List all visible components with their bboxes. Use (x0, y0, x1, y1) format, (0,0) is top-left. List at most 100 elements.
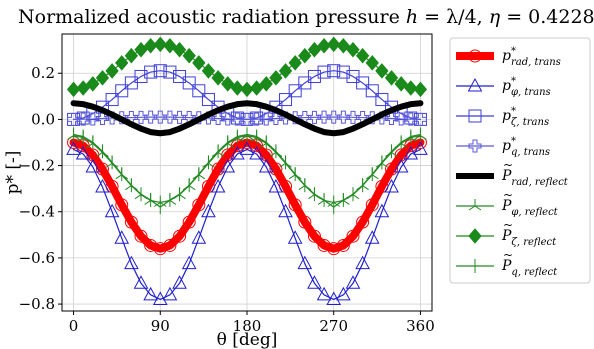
legend-label-sub: ζ, trans (511, 117, 549, 128)
chart-title: Normalized acoustic radiation pressure h… (18, 6, 594, 28)
legend-label-sub: q, reflect (511, 267, 558, 278)
legend-label-main: P (501, 228, 512, 244)
data-point (268, 178, 284, 193)
legend-item: Pζ, reflect~ (456, 218, 557, 248)
legend-tilde: ~ (503, 158, 513, 172)
legend-marker (468, 109, 482, 123)
data-point (240, 112, 254, 126)
legend-label-main: P (501, 258, 512, 274)
data-point (297, 255, 313, 270)
data-point (220, 158, 236, 173)
legend-label-main: P (501, 198, 512, 214)
data-point (336, 286, 351, 301)
data-point (172, 275, 187, 289)
y-axis-label: p* [-] (3, 151, 23, 195)
y-tick-label: 0.0 (31, 110, 55, 128)
data-point (385, 162, 399, 176)
data-point (104, 203, 120, 218)
data-point (144, 65, 158, 79)
x-tick-label: 180 (233, 317, 262, 335)
data-point (133, 275, 149, 289)
data-point (115, 198, 129, 212)
data-point (279, 93, 293, 107)
data-point (307, 275, 322, 289)
data-point (288, 55, 302, 71)
title-eta: η (489, 6, 501, 28)
data-point (153, 36, 167, 53)
data-point (134, 229, 148, 243)
data-point (153, 64, 167, 78)
data-point (326, 291, 342, 305)
legend-label-sub: rad, reflect (511, 177, 568, 188)
data-point (134, 69, 148, 83)
legend-label: Pq, reflect (501, 258, 558, 278)
legend-item: Pφ, reflect~ (456, 188, 559, 218)
data-point (134, 110, 148, 124)
data-point (385, 111, 399, 125)
data-point (250, 112, 264, 126)
data-point (163, 110, 177, 124)
data-point (355, 255, 370, 270)
legend-tilde: ~ (503, 218, 513, 232)
data-point (356, 215, 370, 229)
data-point (95, 162, 109, 176)
legend-item: p* ζ, trans (456, 106, 549, 128)
data-point (86, 112, 100, 126)
legend-tilde: ~ (503, 188, 513, 202)
data-point (115, 84, 129, 98)
legend-marker (468, 49, 482, 63)
data-point (249, 80, 264, 96)
legend-marker (467, 77, 483, 92)
data-point (192, 55, 206, 71)
legend-tilde: ~ (503, 248, 513, 262)
x-tick-label: 360 (406, 317, 435, 335)
data-point (317, 110, 331, 124)
data-point (124, 255, 139, 270)
data-point (95, 70, 110, 86)
data-point (85, 158, 101, 173)
x-tick-label: 0 (69, 317, 79, 335)
legend-marker (468, 199, 482, 211)
data-point (67, 112, 81, 126)
data-point (259, 112, 273, 126)
data-point (249, 145, 264, 160)
x-axis-label: θ [deg] (217, 330, 278, 349)
legend-marker (468, 139, 482, 153)
data-point (307, 229, 321, 243)
data-point (278, 203, 293, 218)
data-point (182, 47, 196, 64)
series-7 (72, 127, 422, 215)
series-line (72, 116, 422, 121)
data-point (66, 141, 81, 155)
x-tick-label: 270 (319, 317, 348, 335)
title-prefix: Normalized acoustic radiation pressure (18, 6, 406, 28)
data-point (316, 286, 332, 301)
data-point (211, 162, 225, 176)
data-point (163, 238, 177, 252)
legend-label: p* ζ, trans (502, 106, 549, 128)
data-point (394, 112, 408, 126)
legend-label-main: P (501, 168, 512, 184)
legend-label-sup: * (511, 106, 516, 117)
data-point (317, 65, 331, 79)
data-point (173, 110, 187, 124)
data-point (336, 65, 350, 79)
data-point (346, 41, 360, 58)
data-point (355, 47, 370, 64)
data-point (404, 112, 418, 126)
data-point (115, 55, 129, 71)
data-point (365, 84, 379, 98)
y-tick-label: −0.2 (19, 157, 55, 175)
data-point (298, 47, 312, 64)
data-point (346, 229, 360, 243)
data-point (95, 111, 109, 125)
data-point (95, 178, 110, 193)
data-point (287, 230, 303, 244)
data-point (375, 63, 389, 79)
data-point (211, 111, 225, 125)
legend-label-main: p (502, 48, 511, 64)
data-point (345, 275, 361, 289)
data-point (413, 112, 427, 126)
